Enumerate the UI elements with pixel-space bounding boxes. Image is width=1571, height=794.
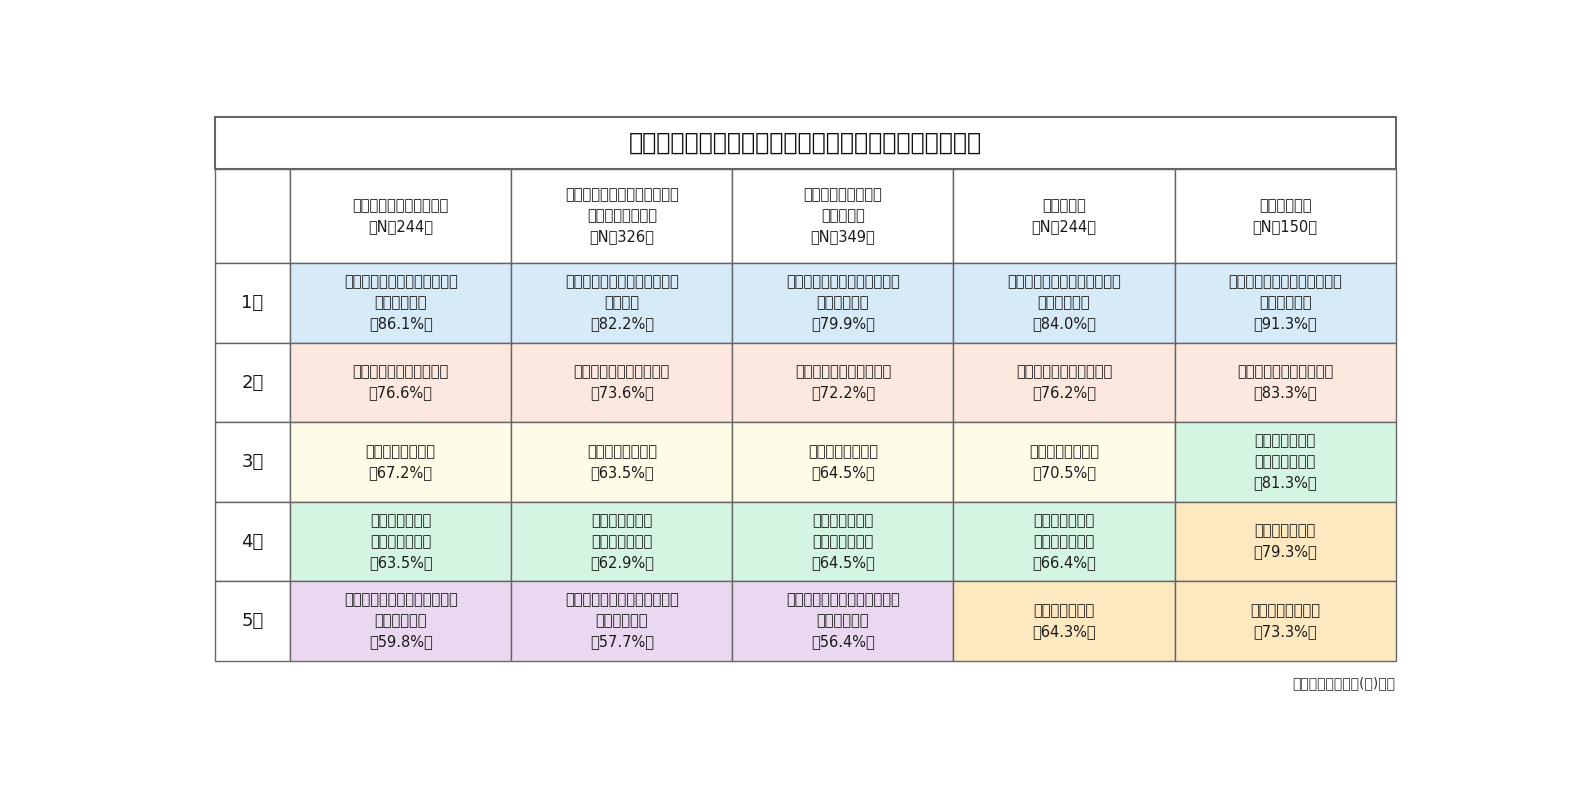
Text: 整形外科などの
医療機関の受診
（64.5%）: 整形外科などの 医療機関の受診 （64.5%） (811, 513, 875, 570)
Text: 市販のシップ薬・テープ剤・
塗り薬の使用
（84.0%）: 市販のシップ薬・テープ剤・ 塗り薬の使用 （84.0%） (1007, 275, 1120, 332)
Bar (215, 502, 291, 581)
Text: 1位: 1位 (242, 294, 264, 312)
Text: 市販のシップ薬・テープ剤・
塗り薬の使用
（91.3%）: 市販のシップ薬・テープ剤・ 塗り薬の使用 （91.3%） (1229, 275, 1342, 332)
Bar (1175, 502, 1395, 581)
Text: 業務・作業別　従業員が実施している腰痛対策の実施率: 業務・作業別 従業員が実施している腰痛対策の実施率 (628, 131, 982, 155)
Bar (954, 502, 1175, 581)
Bar (511, 264, 732, 343)
Text: サポーターの装着
（73.3%）: サポーターの装着 （73.3%） (1251, 603, 1320, 639)
Bar (732, 264, 954, 343)
Text: 市販のシップ薬・テープ剤・
塗り薬の使用
（79.9%）: 市販のシップ薬・テープ剤・ 塗り薬の使用 （79.9%） (786, 275, 900, 332)
Bar (291, 422, 511, 502)
Bar (511, 422, 732, 502)
Bar (1175, 581, 1395, 661)
Text: ライン作業
（N＝244）: ライン作業 （N＝244） (1032, 198, 1097, 234)
Text: 運動やストレッチの実施
（76.2%）: 運動やストレッチの実施 （76.2%） (1016, 364, 1112, 401)
Bar (954, 581, 1175, 661)
Text: 運動やストレッチの実施
（76.6%）: 運動やストレッチの実施 （76.6%） (352, 364, 449, 401)
Text: 運動やストレッチの実施
（83.3%）: 運動やストレッチの実施 （83.3%） (1236, 364, 1334, 401)
Text: デスクワーク
（N＝150）: デスクワーク （N＝150） (1252, 198, 1318, 234)
Text: 運動やストレッチの実施
（72.2%）: 運動やストレッチの実施 （72.2%） (795, 364, 891, 401)
Text: 市販のシップ薬・テープ剤・
塗り薬の
（82.2%）: 市販のシップ薬・テープ剤・ 塗り薬の （82.2%） (566, 275, 679, 332)
Bar (291, 502, 511, 581)
Bar (732, 168, 954, 264)
Bar (291, 343, 511, 422)
Bar (291, 581, 511, 661)
Bar (954, 422, 1175, 502)
Bar (1175, 168, 1395, 264)
Bar (511, 502, 732, 581)
Text: 4位: 4位 (242, 533, 264, 550)
Bar (1175, 343, 1395, 422)
Bar (732, 502, 954, 581)
Bar (291, 264, 511, 343)
Bar (1175, 422, 1395, 502)
Text: 入浴時間の調整
（79.3%）: 入浴時間の調整 （79.3%） (1254, 523, 1316, 560)
Bar (511, 581, 732, 661)
Bar (511, 168, 732, 264)
Text: 整形外科などの
医療機関の受診
（66.4%）: 整形外科などの 医療機関の受診 （66.4%） (1032, 513, 1097, 570)
Text: 重量物の持ち運び、
積み下ろし
（N＝349）: 重量物の持ち運び、 積み下ろし （N＝349） (803, 187, 883, 245)
Bar (732, 343, 954, 422)
Text: それまでよりも安静にする・
活動量の抑制
（57.7%）: それまでよりも安静にする・ 活動量の抑制 （57.7%） (566, 592, 679, 649)
Bar (954, 343, 1175, 422)
Text: サポーターの装着
（70.5%）: サポーターの装着 （70.5%） (1029, 444, 1100, 480)
Text: サポーターの装着
（64.5%）: サポーターの装着 （64.5%） (807, 444, 878, 480)
Text: 5位: 5位 (242, 612, 264, 630)
Text: サポーターの装着
（63.5%）: サポーターの装着 （63.5%） (588, 444, 657, 480)
Bar (732, 581, 954, 661)
Text: 入浴時間の調整
（64.3%）: 入浴時間の調整 （64.3%） (1032, 603, 1097, 639)
Bar (954, 168, 1175, 264)
Text: 身体に負担のかかる姿勢、無
理な姿勢での作業
（N＝326）: 身体に負担のかかる姿勢、無 理な姿勢での作業 （N＝326） (566, 187, 679, 245)
Text: 市販のシップ薬・テープ剤・
塗り薬の使用
（86.1%）: 市販のシップ薬・テープ剤・ 塗り薬の使用 （86.1%） (344, 275, 457, 332)
Bar (511, 343, 732, 422)
Text: 3位: 3位 (242, 453, 264, 471)
Text: 整形外科などの
医療機関の受診
（62.9%）: 整形外科などの 医療機関の受診 （62.9%） (589, 513, 654, 570)
Text: 運動やストレッチの実施
（73.6%）: 運動やストレッチの実施 （73.6%） (573, 364, 669, 401)
Bar (291, 168, 511, 264)
Bar (215, 168, 291, 264)
Text: それまでよりも安静にする・
活動量の抑制
（56.4%）: それまでよりも安静にする・ 活動量の抑制 （56.4%） (786, 592, 900, 649)
Text: サポーターの装着
（67.2%）: サポーターの装着 （67.2%） (366, 444, 435, 480)
Bar (215, 117, 1395, 168)
Bar (1175, 264, 1395, 343)
Text: 整形外科などの
医療機関の受診
（63.5%）: 整形外科などの 医療機関の受診 （63.5%） (369, 513, 432, 570)
Bar (215, 581, 291, 661)
Text: 同じ動作を繰り返す作業
（N＝244）: 同じ動作を繰り返す作業 （N＝244） (352, 198, 449, 234)
Bar (954, 264, 1175, 343)
Text: 整形外科などの
医療機関の受診
（81.3%）: 整形外科などの 医療機関の受診 （81.3%） (1254, 434, 1316, 491)
Bar (215, 343, 291, 422)
Bar (215, 264, 291, 343)
Text: 日本シグマックス(株)調べ: 日本シグマックス(株)調べ (1293, 676, 1395, 690)
Text: 2位: 2位 (242, 374, 264, 391)
Bar (732, 422, 954, 502)
Text: それまでよりも安静にする・
活動量の抑制
（59.8%）: それまでよりも安静にする・ 活動量の抑制 （59.8%） (344, 592, 457, 649)
Bar (215, 422, 291, 502)
